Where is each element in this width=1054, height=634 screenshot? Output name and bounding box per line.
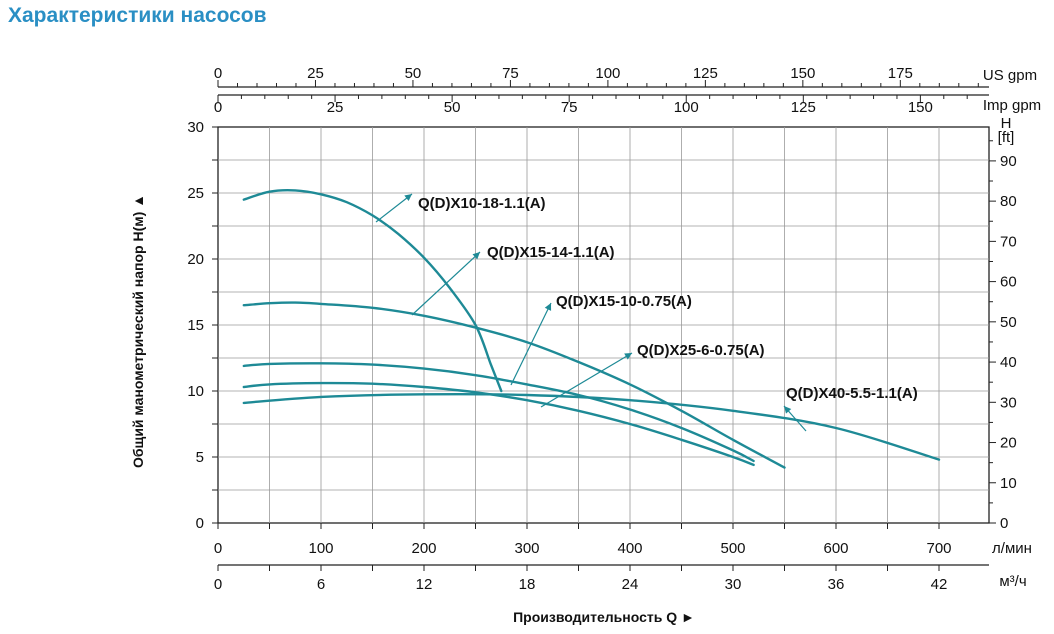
page-title: Характеристики насосов [8,4,267,27]
y-right-unit-top: H [1001,115,1012,132]
x-lmin-tick-label: 500 [720,540,745,557]
series-leader-line [540,352,633,408]
x-axis-label: Производительность Q ► [513,609,695,625]
y-axis-label: Общий манометрический напор H(м) ▲ [130,194,146,468]
series-leader-arrow [544,303,552,311]
x-impgpm-tick-label: 150 [908,99,933,116]
y-left-tick-label: 0 [196,515,204,532]
x-lmin-tick-label: 700 [926,540,951,557]
x-impgpm-unit: Imp gpm [983,97,1041,114]
x-usgpm-tick-label: 75 [502,65,519,82]
y-right-tick-label: 0 [1000,515,1008,532]
x-impgpm-tick-label: 125 [791,99,816,116]
series-label-3: Q(D)X15-10-0.75(A) [556,293,692,310]
y-right-tick-label: 50 [1000,314,1017,331]
series-curves [242,188,941,469]
x-m3h-tick-label: 18 [519,576,536,593]
x-usgpm-tick-label: 100 [595,65,620,82]
series-leader-arrow [404,194,412,202]
series-leader-arrow [624,353,632,360]
x-m3h-tick-label: 42 [931,576,948,593]
x-usgpm-tick-label: 0 [214,65,222,82]
x-lmin-tick-label: 100 [308,540,333,557]
y-left-tick-label: 5 [196,449,204,466]
series-leader-arrow [784,406,792,414]
y-right-tick-label: 30 [1000,394,1017,411]
series-label-1: Q(D)X10-18-1.1(A) [418,195,546,212]
y-right-tick-label: 80 [1000,193,1017,210]
x-impgpm-tick-label: 100 [674,99,699,116]
series-leader-line [510,302,552,386]
series-labels: Q(D)X10-18-1.1(A) Q(D)X15-14-1.1(A) Q(D)X1… [375,193,918,432]
y-right-tick-label: 20 [1000,435,1017,452]
x-m3h-tick-label: 24 [622,576,639,593]
grid [217,126,990,524]
x-m3h-tick-label: 0 [214,576,222,593]
x-lmin-tick-label: 600 [823,540,848,557]
x-m3h-tick-label: 6 [317,576,325,593]
y-left-tick-label: 25 [187,185,204,202]
x-m3h-unit: м³/ч [999,573,1026,590]
x-impgpm-tick-label: 25 [327,99,344,116]
x-usgpm-tick-label: 50 [405,65,422,82]
x-lmin-tick-label: 400 [617,540,642,557]
y-right-tick-label: 60 [1000,274,1017,291]
x-usgpm-unit: US gpm [983,67,1037,84]
series-label-2: Q(D)X15-14-1.1(A) [487,244,615,261]
y-left-tick-label: 15 [187,317,204,334]
x-lmin-tick-label: 200 [411,540,436,557]
series-label-5: Q(D)X40-5.5-1.1(A) [786,385,918,402]
x-m3h-tick-label: 12 [416,576,433,593]
series-curve-3 [242,362,755,463]
x-impgpm-tick-label: 0 [214,99,222,116]
y-left-tick-label: 20 [187,251,204,268]
x-impgpm-tick-label: 50 [444,99,461,116]
series-curve-4 [242,381,755,467]
x-usgpm-tick-label: 175 [888,65,913,82]
x-impgpm-tick-label: 75 [561,99,578,116]
series-curve-5 [242,392,941,461]
x-usgpm-tick-label: 150 [790,65,815,82]
y-left-tick-label: 10 [187,383,204,400]
x-lmin-unit: л/мин [992,540,1032,557]
x-lmin-tick-label: 0 [214,540,222,557]
series-leader-arrow [472,252,480,260]
y-right-tick-label: 40 [1000,354,1017,371]
x-m3h-tick-label: 36 [828,576,845,593]
y-right-tick-label: 70 [1000,233,1017,250]
axes: 0 5 10 15 20 25 30 Общий манометрический напор … [130,65,1041,625]
y-right-unit-bottom: [ft] [998,129,1015,146]
series-curve-2 [242,301,786,469]
series-leader-line [411,251,481,316]
x-lmin-tick-label: 300 [514,540,539,557]
series-leader-line [375,193,413,223]
series-label-4: Q(D)X25-6-0.75(A) [637,342,765,359]
x-m3h-tick-label: 30 [725,576,742,593]
y-right-tick-label: 10 [1000,475,1017,492]
y-left-tick-label: 30 [187,119,204,136]
x-usgpm-tick-label: 125 [693,65,718,82]
x-usgpm-tick-label: 25 [307,65,324,82]
y-right-tick-label: 90 [1000,153,1017,170]
